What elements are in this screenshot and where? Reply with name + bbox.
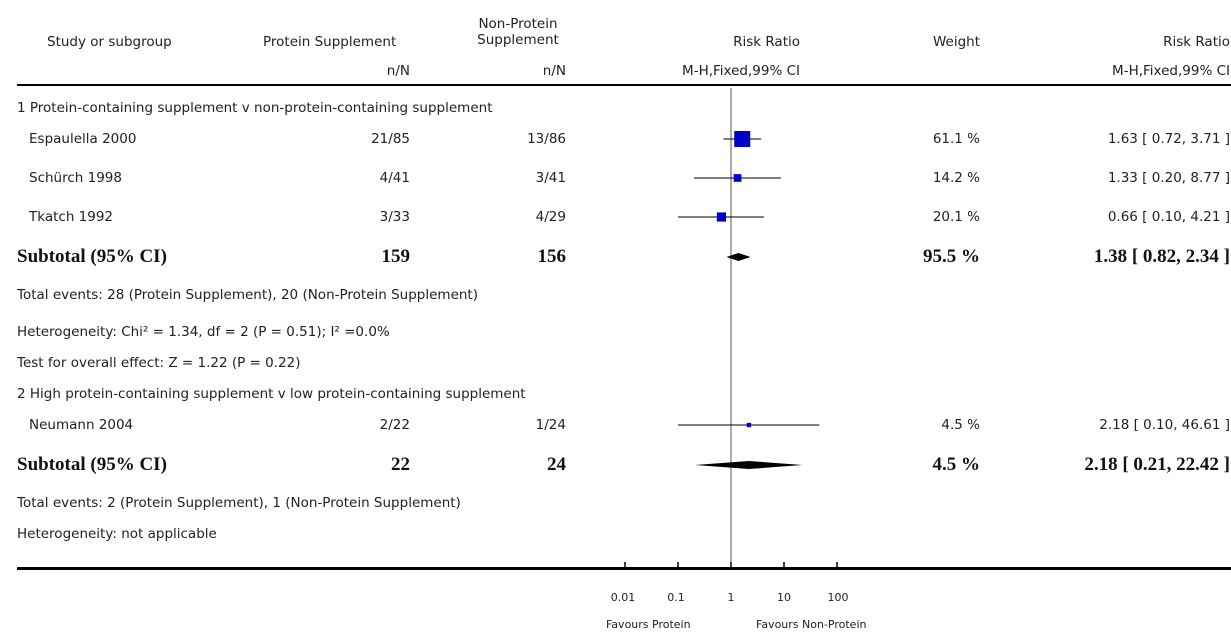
header-protein: Protein Supplement — [263, 34, 397, 50]
subtotal-diamond — [726, 253, 751, 261]
study-name: Tkatch 1992 — [29, 209, 114, 225]
header-protein-sub: n/N — [386, 63, 410, 79]
header-rr-plot-sub: M-H,Fixed,99% CI — [682, 63, 800, 79]
study-marker — [733, 174, 742, 182]
favours-left-label: Favours Protein — [606, 618, 691, 631]
study-rr: 1.63 [ 0.72, 3.71 ] — [1107, 131, 1230, 147]
footer-rule — [17, 567, 1231, 570]
subtotal-diamond — [695, 461, 803, 469]
note-heterogeneity: Heterogeneity: Chi² = 1.34, df = 2 (P = … — [17, 324, 390, 340]
subtotal-protein: 159 — [381, 246, 411, 267]
study-name: Espaulella 2000 — [29, 131, 137, 147]
study-name: Schürch 1998 — [29, 170, 122, 186]
study-protein: 3/33 — [379, 209, 410, 225]
axis-tick-label: 0.01 — [610, 591, 636, 604]
subtotal-weight: 95.5 % — [923, 246, 980, 267]
note-total-events: Total events: 28 (Protein Supplement), 2… — [17, 287, 478, 303]
group-title: 1 Protein-containing supplement v non-pr… — [17, 100, 493, 116]
study-marker — [716, 212, 727, 222]
subtotal-weight: 4.5 % — [932, 454, 981, 475]
note-overall-effect: Test for overall effect: Z = 1.22 (P = 0… — [17, 355, 301, 371]
axis-tick-label: 10 — [777, 591, 791, 604]
note-heterogeneity: Heterogeneity: not applicable — [17, 526, 217, 542]
study-name: Neumann 2004 — [29, 417, 134, 433]
subtotal-nonprotein: 156 — [537, 246, 567, 267]
study-rr: 1.33 [ 0.20, 8.77 ] — [1107, 170, 1230, 186]
subtotal-label: Subtotal (95% CI) — [17, 454, 167, 475]
study-protein: 2/22 — [379, 417, 410, 433]
study-weight: 4.5 % — [941, 417, 980, 433]
subtotal-label: Subtotal (95% CI) — [17, 246, 167, 267]
group-title: 2 High protein-containing supplement v l… — [17, 386, 526, 402]
header-nonprotein-line1: Non-Protein — [478, 16, 558, 32]
study-marker — [734, 131, 751, 147]
study-nonprotein: 1/24 — [535, 417, 566, 433]
study-nonprotein: 4/29 — [535, 209, 566, 225]
header-nonprotein-line2: Supplement — [477, 32, 559, 48]
study-marker — [746, 422, 752, 428]
favours-right-label: Favours Non-Protein — [756, 618, 867, 631]
subtotal-nonprotein: 24 — [547, 454, 566, 475]
study-nonprotein: 13/86 — [527, 131, 566, 147]
study-protein: 21/85 — [371, 131, 410, 147]
header-rule — [17, 84, 1231, 86]
study-protein: 4/41 — [379, 170, 410, 186]
axis-tick-label: 0.1 — [667, 591, 685, 604]
study-rr: 2.18 [ 0.10, 46.61 ] — [1099, 417, 1230, 433]
axis-tick-label: 100 — [827, 591, 849, 604]
study-rr: 0.66 [ 0.10, 4.21 ] — [1107, 209, 1230, 225]
header-rr-plot: Risk Ratio — [733, 34, 800, 50]
header-nonprotein-sub: n/N — [542, 63, 566, 79]
subtotal-rr: 2.18 [ 0.21, 22.42 ] — [1084, 454, 1230, 475]
subtotal-protein: 22 — [391, 454, 410, 475]
axis-tick-label: 1 — [727, 591, 735, 604]
study-weight: 20.1 % — [932, 209, 980, 225]
note-total-events: Total events: 2 (Protein Supplement), 1 … — [17, 495, 461, 511]
header-rr-value-sub: M-H,Fixed,99% CI — [1112, 63, 1230, 79]
study-weight: 14.2 % — [932, 170, 980, 186]
header-weight: Weight — [932, 34, 980, 50]
subtotal-rr: 1.38 [ 0.82, 2.34 ] — [1093, 246, 1230, 267]
header-rr-value: Risk Ratio — [1163, 34, 1230, 50]
study-weight: 61.1 % — [932, 131, 980, 147]
study-nonprotein: 3/41 — [535, 170, 566, 186]
header-study: Study or subgroup — [47, 34, 172, 50]
